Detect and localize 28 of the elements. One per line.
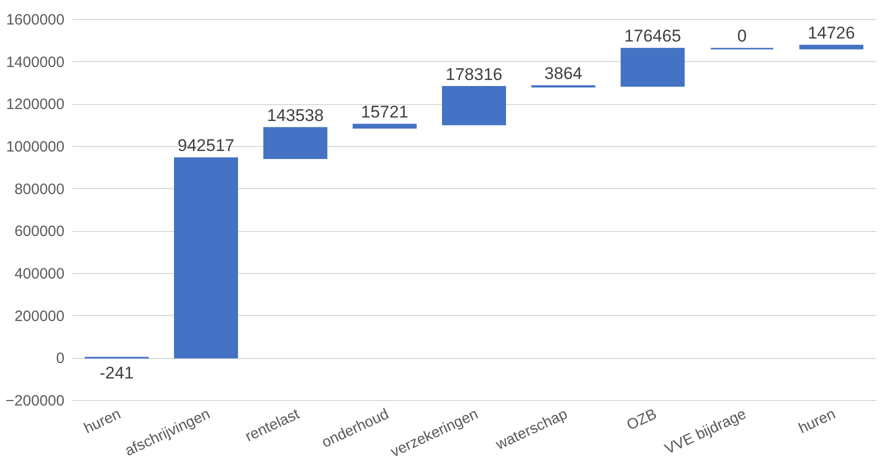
bar [263, 127, 328, 159]
data-label: 143538 [266, 106, 324, 125]
y-tick-label: 800000 [14, 180, 64, 198]
y-tick-label: 1600000 [6, 12, 64, 28]
x-tick-label: huren [796, 406, 838, 438]
y-tick-label: −200000 [6, 392, 64, 410]
bar [352, 124, 417, 129]
data-label: 942517 [178, 136, 234, 156]
data-label: 14726 [808, 23, 855, 42]
data-label: 176465 [624, 26, 682, 46]
y-tick-label: 200000 [14, 308, 64, 325]
x-tick-label: OZB [624, 406, 660, 434]
y-tick-label: 0 [56, 350, 64, 368]
bar [799, 44, 864, 50]
data-label: -241 [100, 364, 134, 383]
y-tick-label: 600000 [14, 223, 64, 240]
x-tick-label: huren [81, 406, 124, 438]
bar [620, 48, 685, 87]
y-tick-label: 1400000 [6, 54, 64, 71]
bar [442, 86, 506, 126]
data-label: 15721 [361, 102, 408, 122]
data-label: 178316 [446, 64, 502, 84]
y-tick-label: 1000000 [6, 138, 64, 156]
data-label: 0 [737, 26, 747, 46]
bar [174, 157, 238, 358]
data-label: 3864 [544, 64, 582, 83]
y-tick-label: 1200000 [6, 96, 64, 114]
y-tick-label: 400000 [14, 266, 64, 282]
